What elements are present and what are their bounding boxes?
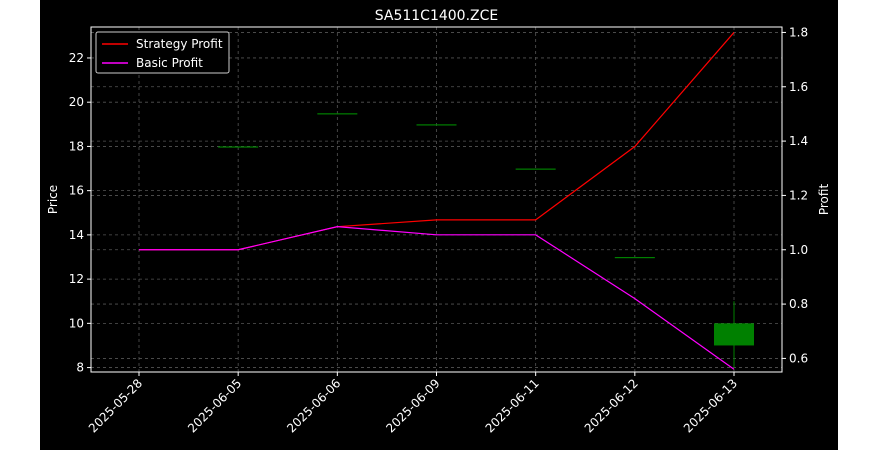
y2-tick-label: 0.8 — [789, 297, 808, 311]
x-tick-label: 2025-06-12 — [582, 376, 641, 435]
legend-label: Basic Profit — [136, 56, 203, 70]
y2-tick-label: 1.8 — [789, 25, 808, 39]
y2-tick-label: 1.6 — [789, 80, 808, 94]
candle-body — [515, 168, 556, 170]
plot-frame — [90, 26, 783, 373]
y2-tick-label: 1.4 — [789, 134, 808, 148]
y2-tick-label: 0.6 — [789, 351, 808, 365]
y-axis-label: Price — [46, 185, 60, 214]
candle-body — [614, 257, 655, 259]
x-tick-label: 2025-05-28 — [86, 376, 145, 435]
y-tick-label: 10 — [69, 316, 84, 330]
candle-body — [416, 124, 457, 126]
x-tick-label: 2025-06-06 — [284, 376, 343, 435]
y-tick-label: 12 — [69, 272, 84, 286]
series-line — [139, 226, 735, 370]
y-tick-label: 22 — [69, 51, 84, 65]
y-tick-label: 8 — [76, 361, 84, 375]
y2-tick-label: 1.0 — [789, 243, 808, 257]
x-tick-label: 2025-06-13 — [681, 376, 740, 435]
y2-axis-label: Profit — [817, 184, 831, 216]
y-tick-label: 20 — [69, 95, 84, 109]
legend-label: Strategy Profit — [136, 37, 223, 51]
grid-layer — [91, 27, 782, 372]
x-tick-label: 2025-06-05 — [185, 376, 244, 435]
candle-body — [714, 323, 754, 346]
y-tick-label: 14 — [69, 228, 84, 242]
candle-layer — [218, 113, 754, 368]
candle-body — [218, 146, 259, 148]
y-tick-label: 16 — [69, 184, 84, 198]
legend-box — [95, 31, 230, 74]
y2-tick-label: 1.2 — [789, 188, 808, 202]
line-layer — [139, 32, 735, 370]
chart-title: SA511C1400.ZCE — [375, 8, 499, 24]
chart-svg: 2025-05-28 2025-06-05 2025-06-06 2025-06-09… — [46, 8, 831, 435]
legend: Strategy Profit Basic Profit — [95, 31, 230, 74]
x-tick-label: 2025-06-09 — [383, 376, 442, 435]
x-tick-label: 2025-06-11 — [483, 376, 542, 435]
chart-figure: 2025-05-28 2025-06-05 2025-06-06 2025-06-09… — [40, 0, 838, 450]
y-tick-label: 18 — [69, 139, 84, 153]
candle-body — [317, 113, 358, 115]
